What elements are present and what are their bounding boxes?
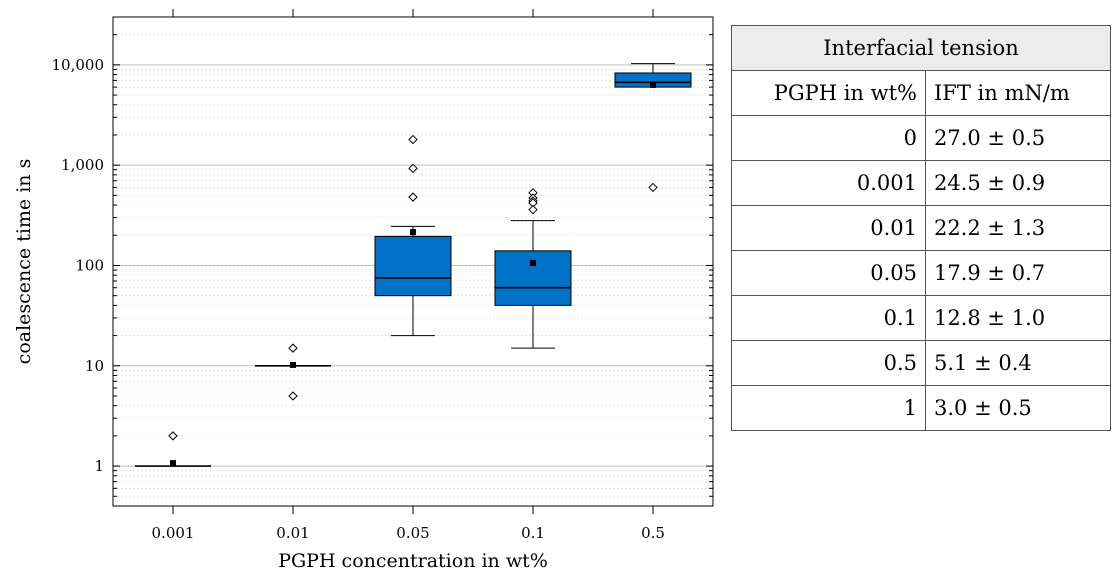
y-tick-label: 1 — [94, 457, 104, 475]
x-tick-label: 0.1 — [521, 524, 545, 542]
interfacial-tension-table: Interfacial tension PGPH in wt% IFT in m… — [731, 25, 1111, 431]
outlier-point — [408, 163, 418, 174]
outlier-point — [288, 391, 298, 401]
outlier-point — [528, 204, 538, 215]
box-group-0.05 — [374, 134, 452, 337]
y-tick-label: 10,000 — [52, 56, 105, 74]
table-row: 0.001 24.5 ± 0.9 — [731, 160, 1111, 206]
box-series — [135, 63, 692, 467]
box-group-0.01 — [255, 343, 331, 401]
outlier-point — [168, 431, 178, 441]
x-tick-label: 0.001 — [152, 524, 195, 542]
table-row: 0.1 12.8 ± 1.0 — [731, 295, 1111, 341]
y-tick-label: 100 — [75, 256, 104, 274]
table-row: 1 3.0 ± 0.5 — [731, 385, 1111, 431]
cell-ift: 17.9 ± 0.7 — [925, 250, 1111, 296]
cell-pgph: 0.05 — [731, 250, 926, 296]
box-plot-chart: 1 10 100 1,000 10,000 0.001 0.01 0.05 0.1 0.5 PGP… — [13, 9, 714, 572]
mean-marker — [170, 460, 176, 467]
column-header-ift: IFT in mN/m — [925, 70, 1111, 116]
cell-pgph: 0.5 — [731, 340, 926, 386]
box-group-0.5 — [614, 63, 692, 193]
cell-ift: 24.5 ± 0.9 — [925, 160, 1111, 206]
cell-ift: 27.0 ± 0.5 — [925, 115, 1111, 161]
plot-frame — [112, 16, 714, 507]
axis-ticks — [113, 9, 713, 514]
outlier-point — [288, 343, 298, 353]
y-tick-label: 10 — [85, 357, 104, 375]
cell-pgph: 1 — [731, 385, 926, 431]
y-tick-label: 1,000 — [61, 156, 104, 174]
table-title: Interfacial tension — [731, 25, 1111, 71]
x-axis-title: PGPH concentration in wt% — [278, 550, 548, 572]
cell-pgph: 0.1 — [731, 295, 926, 341]
table-row: 0.05 17.9 ± 0.7 — [731, 250, 1111, 296]
mean-marker — [410, 229, 416, 236]
box-group-0.1 — [494, 188, 572, 349]
box-group-0.001 — [135, 431, 211, 467]
iqr-box — [494, 250, 572, 306]
outlier-point — [408, 134, 418, 145]
outlier-point — [648, 182, 658, 193]
table-header-row: PGPH in wt% IFT in mN/m — [731, 70, 1111, 116]
cell-pgph: 0.01 — [731, 205, 926, 251]
x-tick-label: 0.01 — [276, 524, 309, 542]
cell-ift: 12.8 ± 1.0 — [925, 295, 1111, 341]
mean-marker — [530, 259, 536, 266]
table-title-row: Interfacial tension — [731, 25, 1111, 71]
table-row: 0.01 22.2 ± 1.3 — [731, 205, 1111, 251]
column-header-pgph: PGPH in wt% — [731, 70, 926, 116]
x-tick-label: 0.05 — [396, 524, 429, 542]
cell-ift: 5.1 ± 0.4 — [925, 340, 1111, 386]
iqr-box — [374, 235, 452, 297]
table-row: 0.5 5.1 ± 0.4 — [731, 340, 1111, 386]
tick-labels: 1 10 100 1,000 10,000 0.001 0.01 0.05 0.1 0.5 — [52, 56, 665, 542]
cell-ift: 22.2 ± 1.3 — [925, 205, 1111, 251]
mean-marker — [650, 81, 656, 88]
x-tick-label: 0.5 — [641, 524, 665, 542]
table-row: 0 27.0 ± 0.5 — [731, 115, 1111, 161]
outlier-point — [408, 192, 418, 202]
cell-pgph: 0 — [731, 115, 926, 161]
mean-marker — [290, 361, 296, 368]
y-axis-title: coalescence time in s — [13, 159, 35, 365]
cell-ift: 3.0 ± 0.5 — [925, 385, 1111, 431]
cell-pgph: 0.001 — [731, 160, 926, 206]
